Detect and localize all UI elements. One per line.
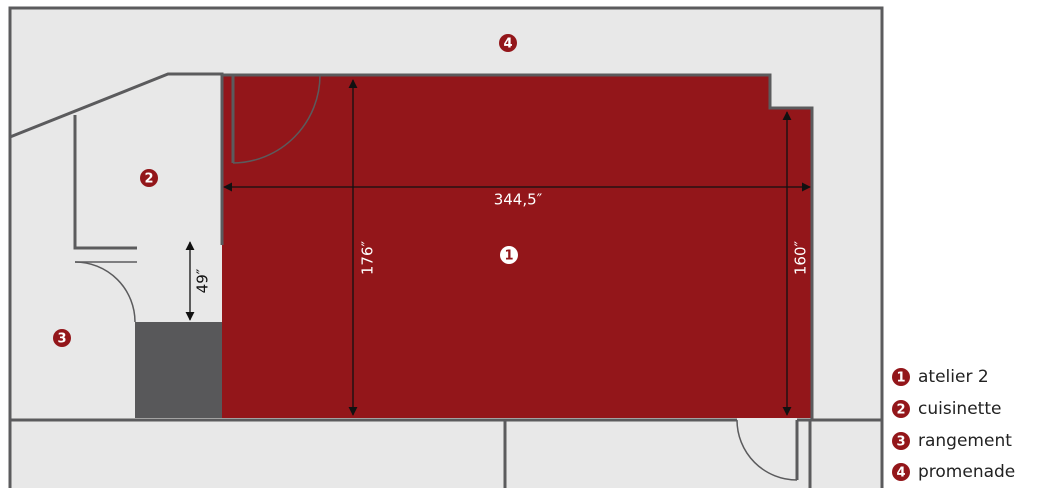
- legend-number: 4: [896, 466, 905, 481]
- legend-number: 2: [896, 403, 905, 418]
- walls: [8, 6, 884, 488]
- legend-number: 1: [896, 371, 905, 386]
- room-number: 3: [57, 332, 66, 347]
- room-marker: 2: [140, 169, 158, 187]
- legend-label: rangement: [918, 431, 1012, 451]
- legend-label: atelier 2: [918, 367, 989, 387]
- room-number: 2: [144, 172, 153, 187]
- room-marker: 4: [499, 34, 517, 52]
- dimension-label: 49″: [194, 268, 212, 293]
- legend-label: promenade: [918, 462, 1015, 482]
- room-marker: 3: [53, 329, 71, 347]
- room-number: 1: [504, 249, 513, 264]
- dimension-label: 344,5″: [494, 191, 543, 209]
- dimension-label: 176″: [359, 240, 377, 275]
- dimension-label: 160″: [792, 240, 810, 275]
- legend-number: 3: [896, 435, 905, 450]
- storage-block: [135, 322, 222, 418]
- legend: 1 atelier 2 2 cuisinette 3 rangement 4 p…: [892, 367, 1015, 482]
- room-atelier: [222, 75, 812, 418]
- room-number: 4: [503, 37, 512, 52]
- legend-label: cuisinette: [918, 399, 1001, 419]
- room-marker: 1: [500, 246, 518, 264]
